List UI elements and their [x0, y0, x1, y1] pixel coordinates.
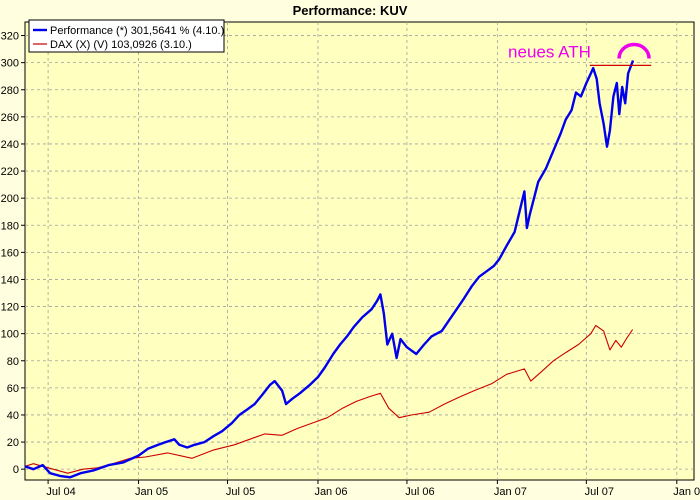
- y-tick-label: 300: [1, 58, 19, 70]
- x-tick-label: Jan 08: [673, 486, 700, 498]
- y-tick-label: 40: [7, 410, 19, 422]
- y-tick-label: 140: [1, 274, 19, 286]
- plot-area: [24, 21, 695, 481]
- y-tick-label: 320: [1, 31, 19, 43]
- legend-box: [28, 19, 225, 53]
- x-tick-label: Jan 06: [314, 486, 347, 498]
- chart-title: Performance: KUV: [293, 3, 408, 18]
- x-tick-label: Jul 07: [585, 486, 614, 498]
- dax-series-line: [24, 324, 634, 474]
- ath-arc-marker: [617, 42, 651, 59]
- x-tick-label: Jul 05: [226, 486, 255, 498]
- y-tick-label: 0: [13, 464, 19, 476]
- ath-annotation-label: neues ATH: [508, 43, 591, 62]
- x-tick-label: Jul 06: [405, 486, 434, 498]
- x-tick-label: Jan 05: [135, 486, 168, 498]
- y-tick-label: 240: [1, 139, 19, 151]
- legend-label: Performance (*) 301,5641 % (4.10.): [50, 25, 224, 37]
- y-tick-label: 180: [1, 220, 19, 232]
- y-tick-label: 260: [1, 112, 19, 124]
- performance-series-line: [24, 60, 635, 479]
- y-tick-label: 20: [7, 437, 19, 449]
- y-tick-label: 60: [7, 383, 19, 395]
- y-tick-label: 220: [1, 166, 19, 178]
- y-tick-label: 80: [7, 356, 19, 368]
- x-tick-label: Jul 04: [46, 486, 75, 498]
- y-tick-label: 280: [1, 85, 19, 97]
- legend-label: DAX (X) (V) 103,0926 (3.10.): [50, 39, 192, 51]
- y-tick-label: 160: [1, 247, 19, 259]
- y-tick-label: 200: [1, 193, 19, 205]
- y-tick-label: 100: [1, 329, 19, 341]
- x-tick-label: Jan 07: [494, 486, 527, 498]
- y-tick-label: 120: [1, 302, 19, 314]
